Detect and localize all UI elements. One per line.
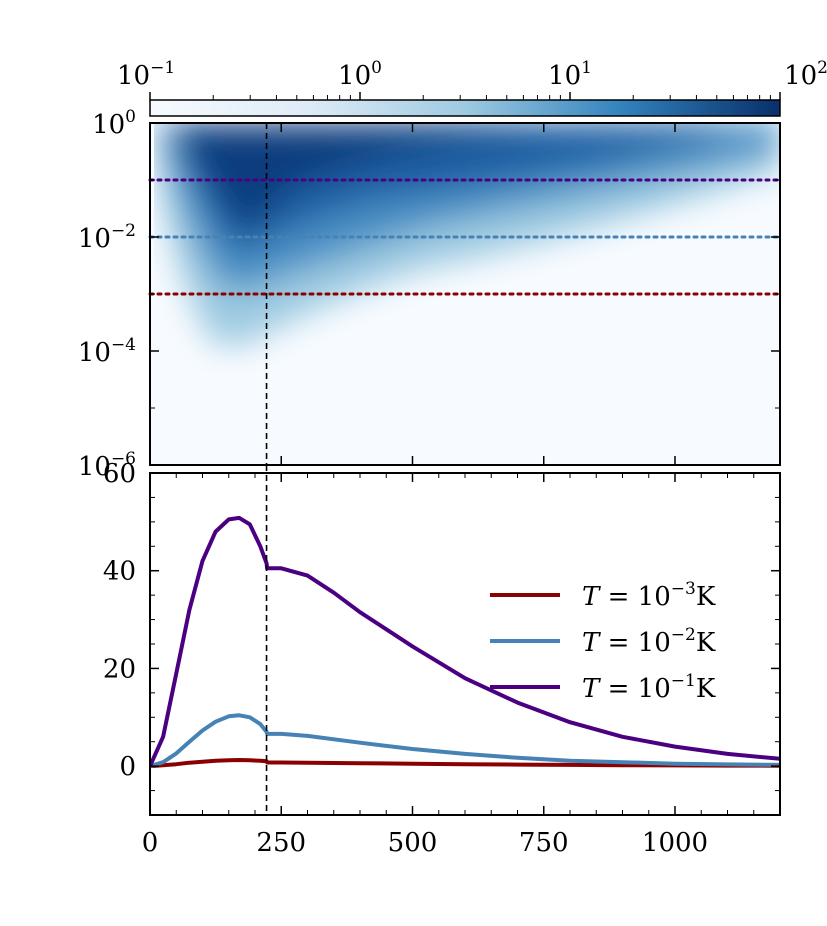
panel-a-tick-label: 10−6	[78, 449, 136, 482]
legend-entry: T = 10−2K	[490, 625, 716, 658]
legend: T = 10−3K T = 10−2K T = 10−1K	[490, 579, 716, 704]
temperature-reference-lines	[148, 178, 782, 296]
colorbar-tick-label: 102	[784, 58, 827, 91]
panel-b-x-tick-label: 0	[142, 828, 159, 858]
snr-series-line	[150, 758, 780, 769]
panel-b-x-tick-label: 500	[388, 828, 438, 858]
legend-entry: T = 10−3K	[490, 579, 716, 612]
legend-label: T = 10−2K	[582, 625, 716, 658]
panel-b: 0 250 500 750 1000 0 20 40 60 T = 10−3K T = 10−2K…	[103, 459, 781, 858]
panel-b-ticks: 0 250 500 750 1000 0 20 40 60	[103, 459, 780, 858]
panel-a-ticks: 100 10−2 10−4 10−6	[78, 107, 780, 482]
panel-b-x-tick-label: 1000	[642, 828, 708, 858]
legend-entry: T = 10−1K	[490, 671, 716, 704]
snr-series-line	[150, 515, 780, 767]
legend-label: T = 10−1K	[582, 671, 716, 704]
panel-b-y-tick-label: 40	[103, 557, 136, 587]
snr-series-line	[150, 713, 780, 769]
panel-a-tick-label: 10−4	[78, 335, 136, 368]
colorbar-tick-label: 101	[548, 58, 592, 91]
panel-b-x-tick-label: 250	[256, 828, 306, 858]
colorbar: 10−1 100 101 102	[117, 58, 827, 117]
legend-label: T = 10−3K	[582, 579, 716, 612]
panel-a-tick-label: 100	[92, 107, 136, 140]
snr-curves	[150, 515, 780, 769]
panel-b-y-tick-label: 20	[103, 654, 136, 684]
panel-b-y-tick-label: 60	[103, 459, 136, 489]
panel-a-tick-label: 10−2	[78, 221, 136, 254]
colorbar-ticks: 10−1 100 101 102	[117, 58, 827, 100]
colorbar-tick-label: 100	[338, 58, 382, 91]
panel-a: 100 10−2 10−4 10−6	[78, 107, 782, 482]
colorbar-gradient	[149, 99, 781, 117]
panel-b-x-tick-label: 750	[519, 828, 569, 858]
panel-b-y-tick-label: 0	[119, 752, 136, 782]
colorbar-tick-label: 10−1	[117, 58, 175, 91]
